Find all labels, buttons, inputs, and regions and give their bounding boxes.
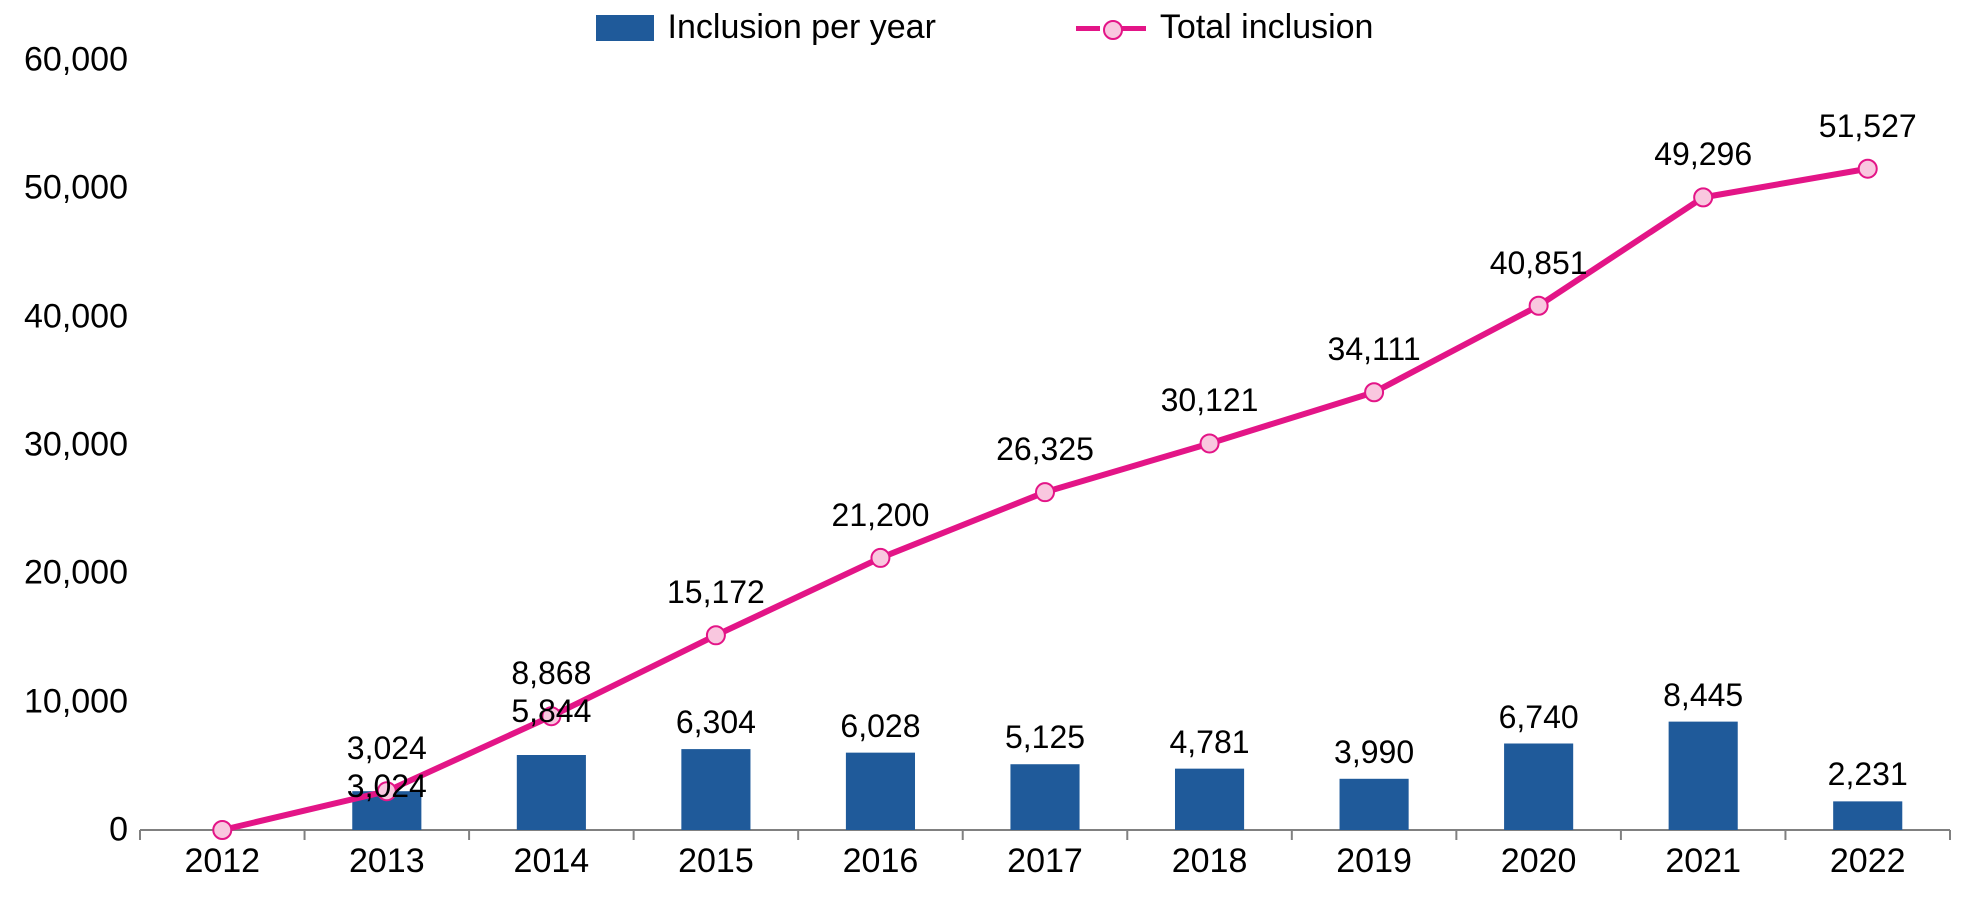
legend-item-bars: Inclusion per year — [596, 8, 936, 47]
line-marker — [1694, 188, 1712, 206]
line-marker — [871, 549, 889, 567]
line-marker — [213, 821, 231, 839]
line-value-label: 51,527 — [1819, 108, 1917, 145]
line-value-label: 8,868 — [511, 655, 591, 692]
y-axis-tick: 0 — [109, 811, 140, 850]
bar-value-label: 5,125 — [1005, 719, 1085, 756]
bar — [517, 755, 586, 830]
bar-value-label: 4,781 — [1169, 724, 1249, 761]
bar-value-label: 3,024 — [347, 768, 427, 805]
bar — [1504, 744, 1573, 830]
line-marker — [1530, 297, 1548, 315]
bar-value-label: 6,740 — [1499, 699, 1579, 736]
bar-value-label: 2,231 — [1828, 756, 1908, 793]
line-value-label: 34,111 — [1328, 331, 1421, 368]
legend-line-marker — [1103, 20, 1123, 40]
line-marker — [1365, 383, 1383, 401]
legend-item-line: Total inclusion — [1076, 8, 1374, 47]
legend-swatch-bar — [596, 15, 654, 41]
bar — [1669, 722, 1738, 830]
legend-line-dash-left — [1076, 26, 1100, 31]
legend-label-bars: Inclusion per year — [668, 8, 936, 47]
bar — [1833, 801, 1902, 830]
bar — [681, 749, 750, 830]
line-value-label: 26,325 — [996, 431, 1094, 468]
bar — [846, 753, 915, 830]
legend: Inclusion per year Total inclusion — [0, 0, 1969, 55]
line-marker — [1036, 483, 1054, 501]
bar — [1010, 764, 1079, 830]
line-value-label: 21,200 — [832, 497, 930, 534]
y-axis-tick: 20,000 — [24, 554, 140, 593]
bar-value-label: 8,445 — [1663, 677, 1743, 714]
y-axis-tick: 30,000 — [24, 426, 140, 465]
bar — [1175, 769, 1244, 830]
line-marker — [1201, 434, 1219, 452]
legend-swatch-line — [1076, 16, 1146, 40]
plot-area: 010,00020,00030,00040,00050,00060,000201… — [140, 60, 1950, 830]
y-axis-tick: 50,000 — [24, 169, 140, 208]
y-axis-tick: 60,000 — [24, 41, 140, 80]
bar-value-label: 6,028 — [840, 708, 920, 745]
y-axis-tick: 10,000 — [24, 682, 140, 721]
line-value-label: 40,851 — [1490, 245, 1588, 282]
bar-value-label: 5,844 — [511, 693, 591, 730]
line-value-label: 49,296 — [1654, 136, 1752, 173]
inclusion-chart: Inclusion per year Total inclusion 010,0… — [0, 0, 1969, 897]
line-value-label: 30,121 — [1161, 382, 1259, 419]
legend-label-line: Total inclusion — [1160, 8, 1374, 47]
bar — [1340, 779, 1409, 830]
legend-line-dash-right — [1122, 26, 1146, 31]
bar-value-label: 6,304 — [676, 704, 756, 741]
line-value-label: 15,172 — [667, 574, 765, 611]
y-axis-tick: 40,000 — [24, 297, 140, 336]
line-value-label: 3,024 — [347, 730, 427, 767]
bar-value-label: 3,990 — [1334, 734, 1414, 771]
line-marker — [707, 626, 725, 644]
line-marker — [1859, 160, 1877, 178]
